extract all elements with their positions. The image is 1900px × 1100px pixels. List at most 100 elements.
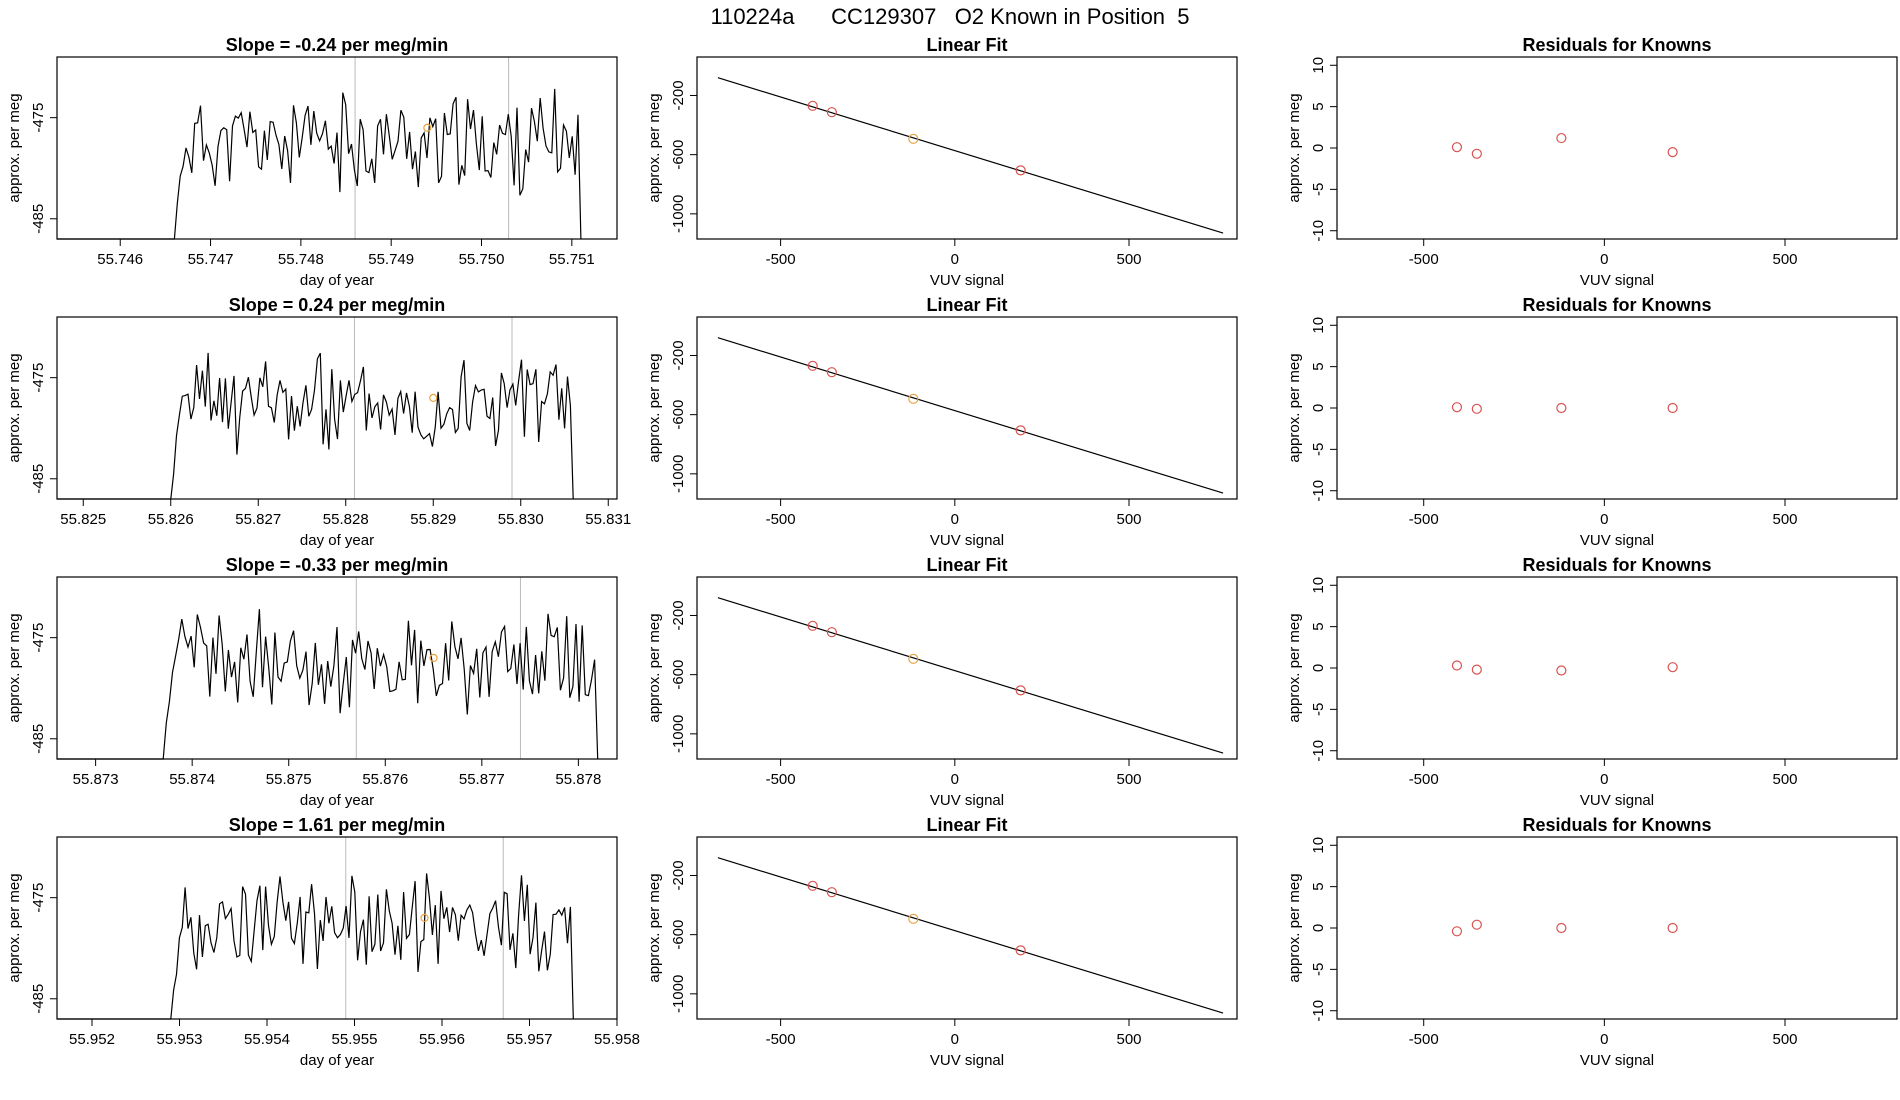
x-tick-label: 0 [951, 771, 959, 788]
x-tick-label: 55.956 [419, 1031, 465, 1048]
y-tick-label: -485 [30, 984, 47, 1014]
y-tick-label: -475 [30, 103, 47, 133]
y-tick-label: 0 [1310, 404, 1327, 412]
x-tick-label: 55.827 [235, 511, 281, 528]
y-axis-label: approx. per meg [1286, 353, 1303, 462]
x-tick-label: 55.952 [69, 1031, 115, 1048]
y-tick-label: -5 [1310, 183, 1327, 196]
plot-frame [56, 316, 618, 500]
y-tick-label: -5 [1310, 443, 1327, 456]
known-point [1015, 685, 1026, 696]
x-tick-label: -500 [766, 771, 796, 788]
y-tick-label: -5 [1310, 963, 1327, 976]
x-tick-label: 500 [1772, 251, 1797, 268]
x-tick-label: 55.875 [266, 771, 312, 788]
y-tick-label: -1000 [670, 455, 687, 493]
x-tick-label: 55.749 [368, 251, 414, 268]
y-tick-label: 10 [1310, 837, 1327, 854]
panel-title: Residuals for Knowns [1522, 555, 1711, 575]
x-tick-label: -500 [766, 511, 796, 528]
panel-title: Linear Fit [926, 815, 1007, 835]
known-point [1015, 945, 1026, 956]
known-point [1556, 132, 1567, 144]
panel-title: Residuals for Knowns [1522, 815, 1711, 835]
x-tick-label: -500 [1409, 251, 1439, 268]
known-point [1667, 147, 1678, 158]
known-point [1471, 403, 1482, 414]
x-tick-label: 500 [1772, 1031, 1797, 1048]
plot-frame [1336, 56, 1898, 240]
panel-title: Slope = -0.33 per meg/min [226, 555, 449, 575]
y-tick-label: 5 [1310, 622, 1327, 630]
panel-title: Residuals for Knowns [1522, 295, 1711, 315]
x-tick-label: 55.748 [278, 251, 324, 268]
x-tick-label: -500 [766, 1031, 796, 1048]
y-axis-label: approx. per meg [646, 873, 663, 982]
x-axis-label: day of year [300, 272, 374, 289]
x-tick-label: 55.955 [332, 1031, 378, 1048]
x-tick-label: 55.830 [498, 511, 544, 528]
y-axis-label: approx. per meg [6, 353, 23, 462]
x-tick-label: 0 [1600, 771, 1608, 788]
panel-title: Slope = 1.61 per meg/min [229, 815, 446, 835]
x-tick-label: 55.747 [188, 251, 234, 268]
unknown-point [423, 123, 432, 132]
y-tick-label: -600 [670, 140, 687, 170]
x-tick-label: 0 [1600, 1031, 1608, 1048]
x-axis-label: VUV signal [930, 532, 1004, 549]
plot-frame [696, 316, 1238, 500]
unknown-point [429, 653, 438, 662]
x-tick-label: 500 [1116, 511, 1141, 528]
plot-frame [696, 576, 1238, 760]
known-point [807, 360, 818, 371]
x-tick-label: 0 [1600, 251, 1608, 268]
known-point [807, 880, 818, 891]
x-tick-label: -500 [1409, 771, 1439, 788]
x-tick-label: 55.877 [459, 771, 505, 788]
x-tick-label: 55.826 [148, 511, 194, 528]
x-tick-label: 55.751 [549, 251, 595, 268]
plot-frame [56, 836, 618, 1020]
known-point [826, 107, 837, 118]
y-tick-label: -5 [1310, 703, 1327, 716]
x-axis-label: day of year [300, 792, 374, 809]
known-point [826, 627, 837, 638]
plot-frame [56, 576, 618, 760]
panel-title: Residuals for Knowns [1522, 35, 1711, 55]
y-tick-label: -200 [670, 340, 687, 370]
y-tick-label: -10 [1310, 740, 1327, 762]
y-tick-label: -600 [670, 400, 687, 430]
fit-line [717, 77, 1224, 234]
known-point [1556, 922, 1567, 934]
plot-frame [56, 56, 618, 240]
fit-line [717, 597, 1224, 754]
x-tick-label: 0 [1600, 511, 1608, 528]
known-point [826, 367, 837, 378]
known-point [807, 620, 818, 631]
y-tick-label: 10 [1310, 317, 1327, 334]
known-point [1451, 660, 1463, 671]
y-axis-label: approx. per meg [6, 873, 23, 982]
x-tick-label: 0 [951, 511, 959, 528]
unknown-point [908, 653, 919, 664]
y-axis-label: approx. per meg [6, 613, 23, 722]
x-axis-label: VUV signal [1580, 1052, 1654, 1069]
known-point [1556, 402, 1567, 414]
y-tick-label: -475 [30, 883, 47, 913]
y-axis-label: approx. per meg [1286, 613, 1303, 722]
y-tick-label: 5 [1310, 102, 1327, 110]
x-tick-label: 55.831 [585, 511, 631, 528]
x-tick-label: 500 [1772, 771, 1797, 788]
known-point [1667, 922, 1678, 934]
series-line [57, 873, 574, 1020]
x-axis-label: day of year [300, 1052, 374, 1069]
x-tick-label: 500 [1772, 511, 1797, 528]
known-point [1556, 665, 1567, 676]
x-tick-label: 55.828 [323, 511, 369, 528]
y-axis-label: approx. per meg [1286, 873, 1303, 982]
y-tick-label: -200 [670, 860, 687, 890]
plot-frame [696, 836, 1238, 1020]
y-axis-label: approx. per meg [1286, 93, 1303, 202]
x-tick-label: 0 [951, 1031, 959, 1048]
